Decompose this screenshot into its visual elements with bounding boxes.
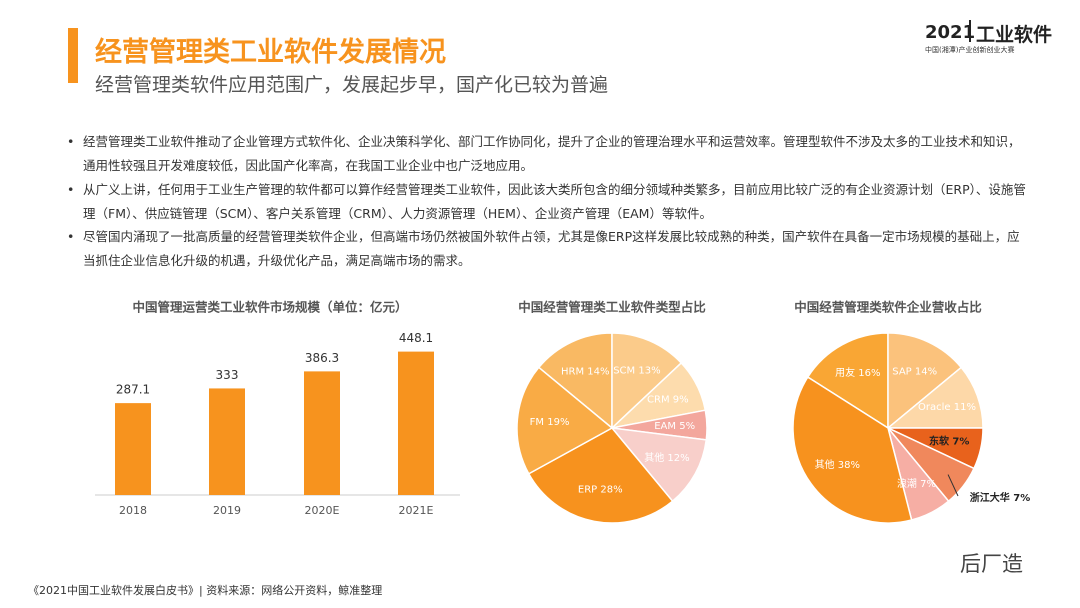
pie-slice	[611, 332, 683, 430]
pie-slice	[792, 376, 913, 524]
pie-slice	[806, 332, 889, 430]
slice-label: 东软 7%	[929, 435, 969, 448]
bar	[209, 388, 245, 495]
x-tick-label: 2018	[119, 504, 147, 517]
slice-label: CRM 9%	[647, 395, 689, 406]
logo-year: 2021	[925, 22, 976, 43]
slice-label: 其他 12%	[644, 451, 689, 464]
value-label: 386.3	[305, 351, 339, 365]
slice-label: HRM 14%	[561, 366, 610, 377]
slice-label: ERP 28%	[578, 485, 623, 496]
bullet: 从广义上讲，任何用于工业生产管理的软件都可以算作经营管理类工业软件，因此该大类所…	[67, 178, 1028, 226]
bullet: 尽管国内涌现了一批高质量的经营管理类软件企业，但高端市场仍然被国外软件占领，尤其…	[67, 225, 1028, 273]
value-label: 333	[216, 368, 239, 382]
slice-label: FM 19%	[530, 417, 570, 428]
slice-label: SCM 13%	[613, 365, 660, 376]
watermark: 后厂造	[960, 552, 1023, 576]
slice-label: SAP 14%	[892, 366, 937, 377]
pie-slice	[887, 332, 963, 430]
bar	[398, 351, 434, 495]
bar	[115, 403, 151, 495]
slice-label: 其他 38%	[815, 458, 860, 471]
slice-label: EAM 5%	[654, 421, 695, 432]
pie-slice	[885, 366, 984, 429]
title-bar	[68, 28, 78, 83]
value-label: 448.1	[399, 331, 433, 345]
x-tick-label: 2020E	[305, 504, 340, 517]
logo-name: 工业软件	[976, 24, 1053, 46]
source: 《2021中国工业软件发展白皮书》| 资料来源：网络公开资料，鲸准整理	[28, 584, 383, 597]
x-tick-label: 2021E	[399, 504, 434, 517]
slice-label: 浙江大华 7%	[970, 491, 1030, 504]
logo-divider	[969, 20, 971, 42]
pie-slice	[537, 332, 613, 430]
x-tick-label: 2019	[213, 504, 241, 517]
chart-title: 中国管理运营类工业软件市场规模（单位：亿元）	[132, 300, 407, 315]
subtitle: 经营管理类软件应用范围广，发展起步早，国产化已较为普遍	[95, 74, 609, 96]
bullet: 经营管理类工业软件推动了企业管理方式软件化、企业决策科学化、部门工作协同化，提升…	[67, 130, 1028, 178]
slice-label: Oracle 11%	[918, 402, 976, 413]
pie-slice	[610, 427, 708, 503]
value-label: 287.1	[116, 383, 150, 397]
slice-label: 用友 16%	[835, 366, 880, 379]
logo-caption: 中国(湘潭)产业创新创业大赛	[925, 46, 1015, 54]
leader-line	[947, 474, 959, 497]
chart-title: 中国经营管理类软件企业营收占比	[794, 300, 982, 315]
chart-title: 中国经营管理类工业软件类型占比	[518, 300, 706, 315]
title: 经营管理类工业软件发展情况	[95, 37, 446, 68]
pie-slice	[516, 366, 614, 475]
bar	[304, 371, 340, 495]
pie-slice	[527, 427, 674, 524]
slice-label: 浪潮 7%	[897, 477, 936, 490]
